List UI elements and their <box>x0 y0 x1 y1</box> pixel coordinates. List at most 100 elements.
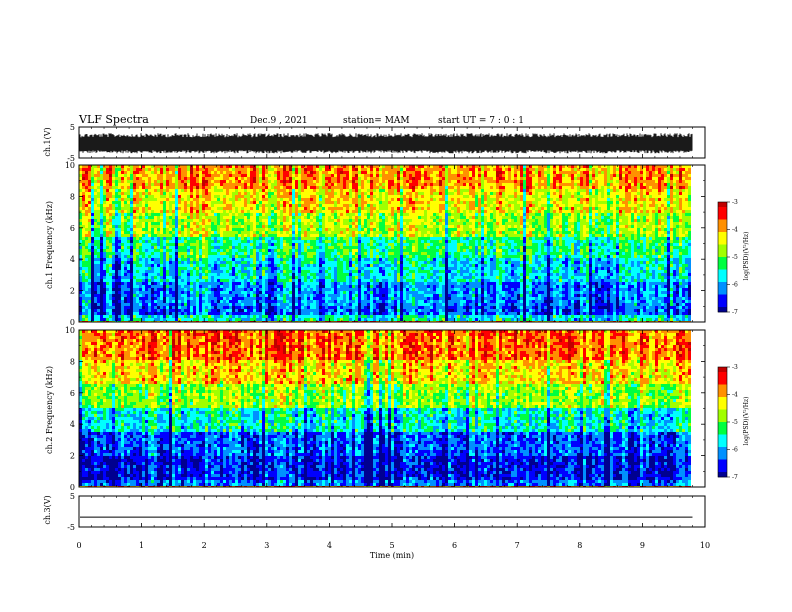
ch1-spectrogram-cell <box>223 201 226 204</box>
ch1-spectrogram-cell <box>193 183 196 186</box>
ch1-spectrogram-cell <box>208 210 211 213</box>
ch1-spectrogram-cell <box>511 213 514 216</box>
ch1-spectrogram-cell <box>598 198 601 201</box>
ch1-spectrogram-cell <box>367 192 370 195</box>
ch1-spectrogram-cell <box>688 198 691 201</box>
ch1-spectrogram-cell <box>577 216 580 219</box>
ch1-spectrogram-cell <box>643 204 646 207</box>
ch1-spectrogram-cell <box>151 180 154 183</box>
ch1-spectrogram-cell <box>670 219 673 222</box>
ch1-spectrogram-cell <box>373 219 376 222</box>
station-label: station= MAM <box>343 116 410 126</box>
ch1-spectrogram-cell <box>649 213 652 216</box>
ch1-spectrogram-cell <box>133 189 136 192</box>
ch1-spectrogram-cell <box>346 225 349 228</box>
ch1-spectrogram-cell <box>121 216 124 219</box>
ch1-spectrogram-cell <box>481 210 484 213</box>
ch1-spectrogram-cell <box>373 210 376 213</box>
ch1-spectrogram-cell <box>559 222 562 225</box>
ch1-spectrogram-cell <box>277 180 280 183</box>
ch1-spectrogram-cell <box>460 207 463 210</box>
ch1-spectrogram-cell <box>622 183 625 186</box>
ch1-spectrogram-cell <box>193 192 196 195</box>
ch1-spectrogram-cell <box>340 174 343 177</box>
ch1-spectrogram-cell <box>274 183 277 186</box>
ch1-spectrogram-cell <box>484 216 487 219</box>
ch1-spectrogram-cell <box>415 201 418 204</box>
ch1-spectrogram-cell <box>442 198 445 201</box>
ch1-spectrogram-cell <box>451 177 454 180</box>
ch1-spectrogram-cell <box>373 195 376 198</box>
ch1-spectrogram-cell <box>286 192 289 195</box>
ch1-spectrogram-cell <box>433 195 436 198</box>
ch1-spectrogram-cell <box>667 219 670 222</box>
ch1-spectrogram-cell <box>331 219 334 222</box>
ch1-spectrogram-cell <box>322 195 325 198</box>
ch1-spectrogram-cell <box>346 210 349 213</box>
ch1-spectrogram-cell <box>202 198 205 201</box>
ch1-spectrogram-cell <box>382 234 385 237</box>
ch1-spectrogram-cell <box>112 204 115 207</box>
ch1-spectrogram-cell <box>541 171 544 174</box>
ch1-spectrogram-cell <box>388 189 391 192</box>
ch1-spectrogram-cell <box>484 234 487 237</box>
ch1-spectrogram-cell <box>598 225 601 228</box>
ch1-spectrogram-cell <box>124 177 127 180</box>
ch1-spectrogram-cell <box>250 207 253 210</box>
ch1-spectrogram-cell <box>595 228 598 231</box>
ch1-spectrogram-cell <box>433 174 436 177</box>
ch1-spectrogram-cell <box>319 213 322 216</box>
ch1-spectrogram-cell <box>550 213 553 216</box>
ch1-spectrogram-cell <box>394 183 397 186</box>
ch1-spectrogram-cell <box>403 216 406 219</box>
ch1-spectrogram-cell <box>622 219 625 222</box>
ch1-spectrogram-cell <box>427 207 430 210</box>
ch1-spectrogram-cell <box>493 174 496 177</box>
ch1-spectrogram-cell <box>244 192 247 195</box>
ch1-spectrogram-cell <box>244 234 247 237</box>
ch1-spectrogram-cell <box>280 192 283 195</box>
ch1-spectrogram-cell <box>313 174 316 177</box>
ch1-spectrogram-cell <box>106 213 109 216</box>
ch1-spectrogram-cell <box>175 210 178 213</box>
ch1-spectrogram-cell <box>676 213 679 216</box>
ch1-spectrogram-cell <box>370 195 373 198</box>
ch1-spectrogram-cell <box>214 216 217 219</box>
ch1-spectrogram-cell <box>331 195 334 198</box>
ch1-spectrogram-cell <box>400 171 403 174</box>
ch1-spectrogram-cell <box>325 222 328 225</box>
ch1-spectrogram-cell <box>133 216 136 219</box>
ch1-spectrogram-cell <box>94 183 97 186</box>
ch1-spectrogram-cell <box>406 231 409 234</box>
ch1-spectrogram-cell <box>370 213 373 216</box>
ch1-spectrogram-cell <box>607 225 610 228</box>
ch1-spectrogram-cell <box>586 225 589 228</box>
ch1-spectrogram-cell <box>208 204 211 207</box>
ch1-spectrogram-cell <box>100 192 103 195</box>
ch1-spectrogram-cell <box>136 225 139 228</box>
ch1-spectrogram-cell <box>211 183 214 186</box>
ch1-spectrogram-cell <box>250 183 253 186</box>
ch1-spectrogram-cell <box>379 219 382 222</box>
ch1-spectrogram-cell <box>610 219 613 222</box>
ch1-spectrogram-cell <box>658 231 661 234</box>
ch1-spectrogram-cell <box>310 219 313 222</box>
ch1-spectrogram-cell <box>616 183 619 186</box>
ch1-spectrogram-cell <box>676 201 679 204</box>
ch1-spectrogram-cell <box>256 204 259 207</box>
ch1-spectrogram-cell <box>535 231 538 234</box>
ch1-spectrogram-cell <box>595 198 598 201</box>
ch1-spectrogram-cell <box>436 231 439 234</box>
ch1-spectrogram-cell <box>226 168 229 171</box>
ch1-spectrogram-cell <box>391 210 394 213</box>
ch1-spectrogram-cell <box>199 219 202 222</box>
ch1-spectrogram-cell <box>253 192 256 195</box>
ch1-spectrogram-cell <box>289 216 292 219</box>
ch1-spectrogram-cell <box>394 180 397 183</box>
ch1-spectrogram-cell <box>259 222 262 225</box>
ch1-spectrogram-cell <box>442 201 445 204</box>
ch1-spectrogram-cell <box>406 189 409 192</box>
ch1-spectrogram-cell <box>586 174 589 177</box>
ch1-spectrogram-cell <box>373 204 376 207</box>
ch1-spectrogram-cell <box>538 180 541 183</box>
